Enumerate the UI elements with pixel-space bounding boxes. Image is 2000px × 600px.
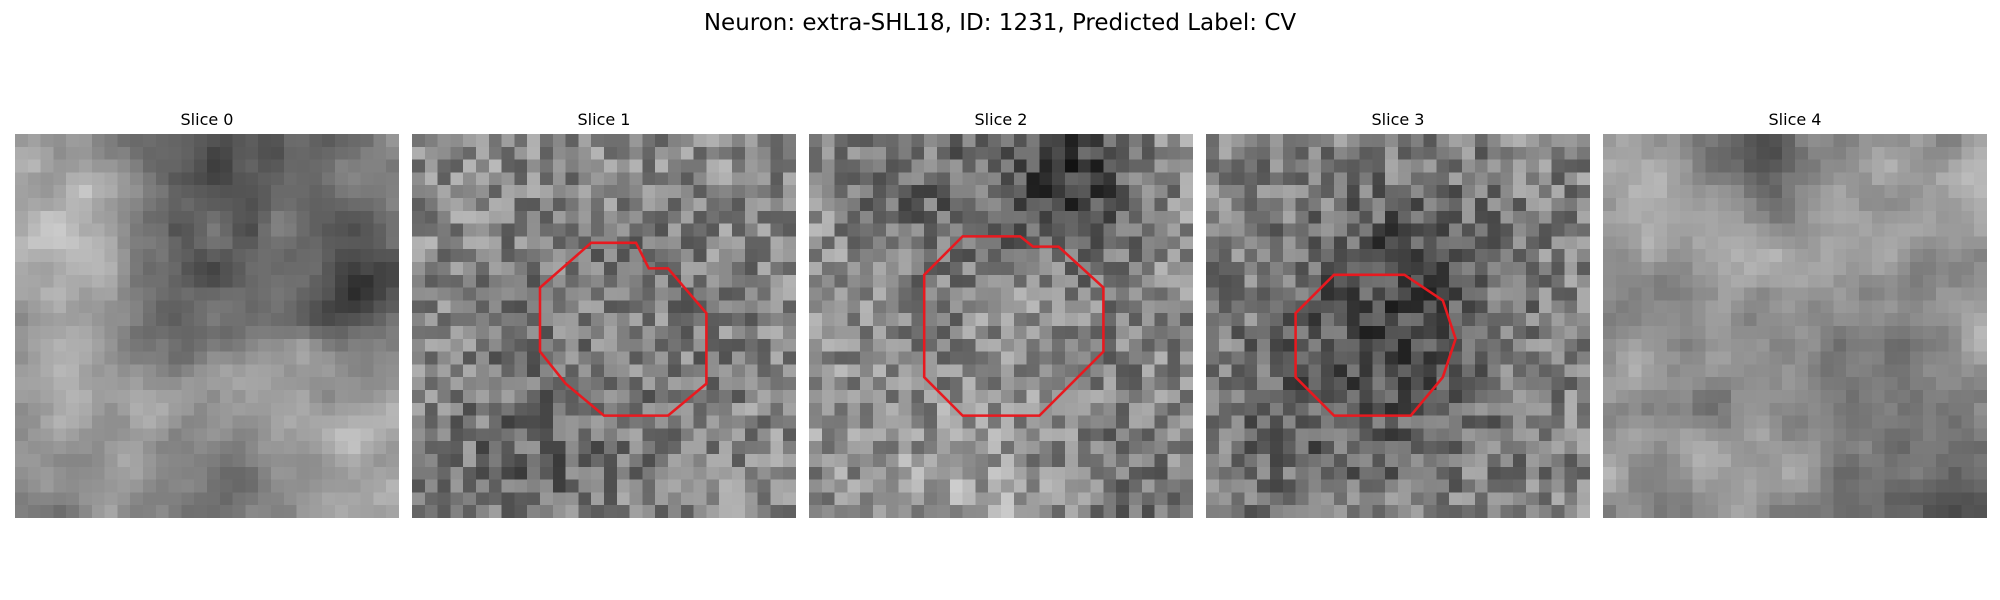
slice-overlay-1 <box>412 134 796 518</box>
slice-contour-1 <box>540 243 706 416</box>
slice-overlay-2 <box>809 134 1193 518</box>
figure-title: Neuron: extra-SHL18, ID: 1231, Predicted… <box>0 8 2000 38</box>
slice-image-1 <box>412 134 796 518</box>
slice-image-4 <box>1603 134 1987 518</box>
slice-title-1: Slice 1 <box>412 110 796 130</box>
slice-image-2 <box>809 134 1193 518</box>
slice-title-4: Slice 4 <box>1603 110 1987 130</box>
slice-contour-3 <box>1296 275 1456 416</box>
slice-title-3: Slice 3 <box>1206 110 1590 130</box>
slice-contour-2 <box>924 236 1103 415</box>
slice-title-2: Slice 2 <box>809 110 1193 130</box>
slice-title-0: Slice 0 <box>15 110 399 130</box>
slice-overlay-4 <box>1603 134 1987 518</box>
slice-image-3 <box>1206 134 1590 518</box>
slice-image-0 <box>15 134 399 518</box>
slice-overlay-0 <box>15 134 399 518</box>
slice-overlay-3 <box>1206 134 1590 518</box>
